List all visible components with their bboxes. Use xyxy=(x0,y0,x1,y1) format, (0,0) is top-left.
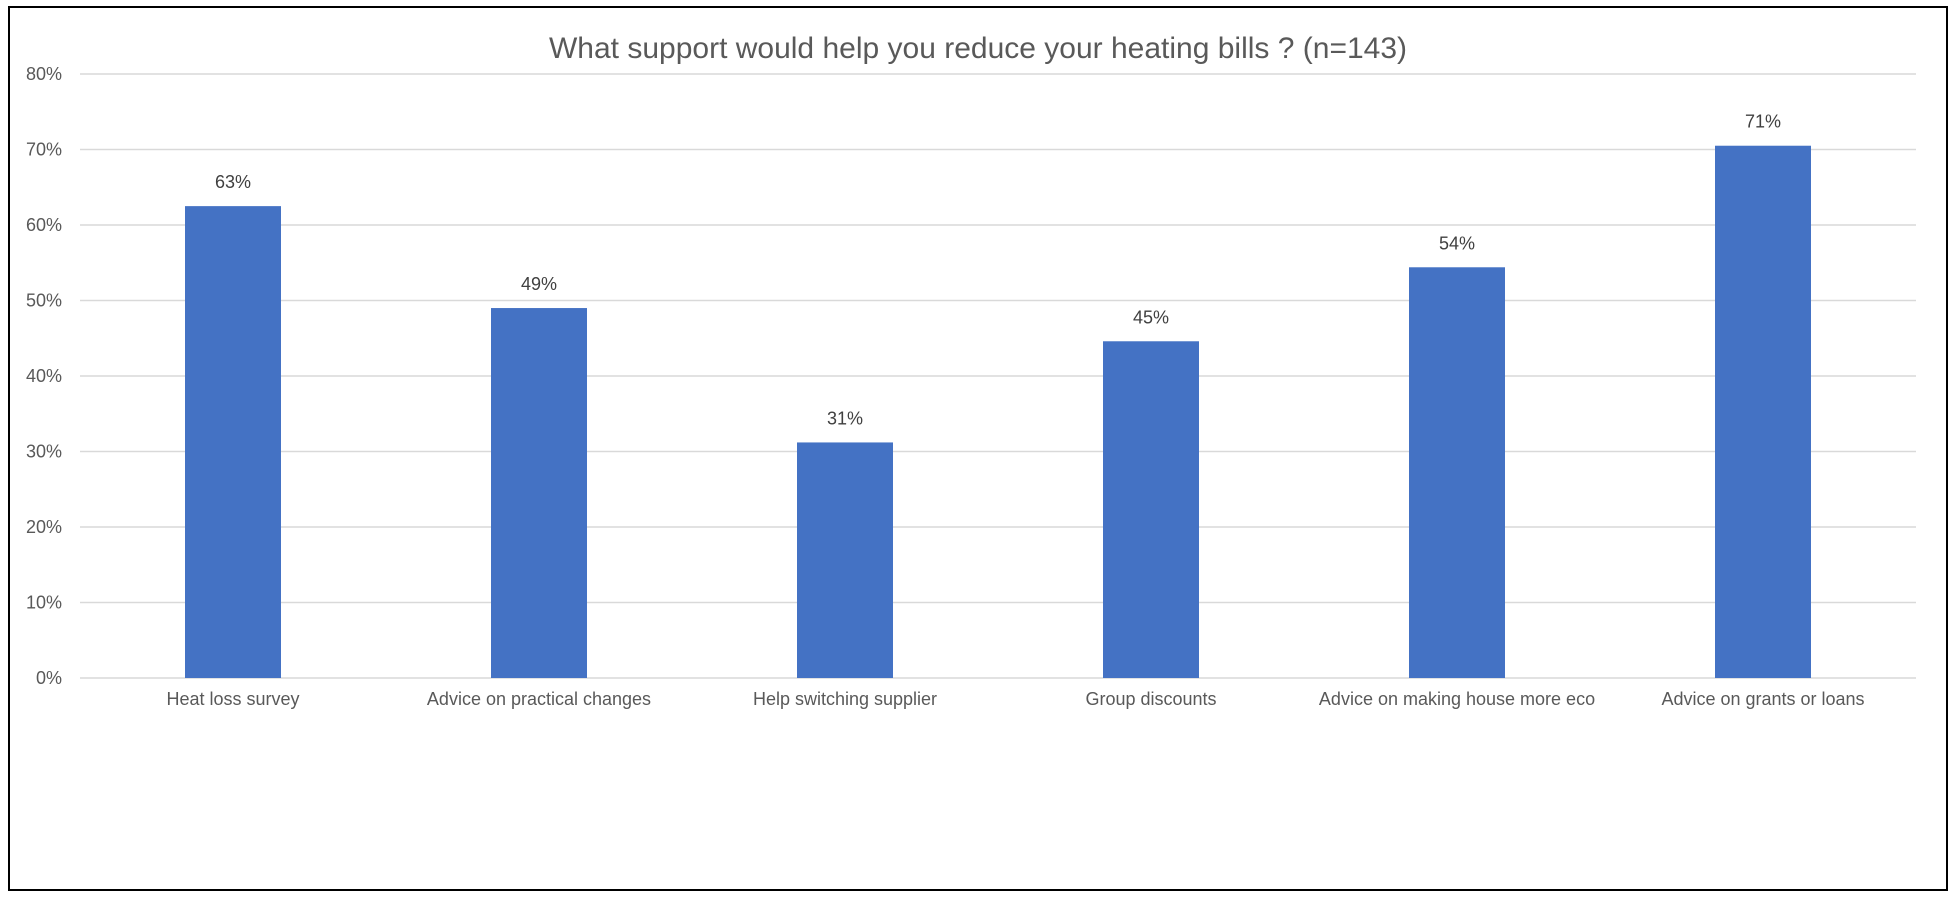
data-label: 45% xyxy=(1133,307,1169,327)
chart-frame: What support would help you reduce your … xyxy=(8,6,1948,891)
bar-chart: 0% 10% 20% 30% 40% 50% 60% 70% 80% 63% 49% 31% 45% 5… xyxy=(26,64,1916,709)
data-label: 49% xyxy=(521,274,557,294)
y-tick-label: 40% xyxy=(26,366,62,386)
category-label: Heat loss survey xyxy=(166,689,299,709)
data-label: 63% xyxy=(215,172,251,192)
y-tick-label: 10% xyxy=(26,593,62,613)
bar xyxy=(797,442,893,678)
bars xyxy=(185,145,1811,679)
y-axis-ticks: 0% 10% 20% 30% 40% 50% 60% 70% 80% xyxy=(26,64,62,688)
category-label: Advice on grants or loans xyxy=(1661,689,1864,709)
bar xyxy=(1715,145,1811,679)
gridlines xyxy=(80,73,1916,679)
x-axis-categories: Heat loss survey Advice on practical chan… xyxy=(166,689,1864,709)
category-label: Help switching supplier xyxy=(753,689,937,709)
bar xyxy=(185,206,281,678)
data-labels: 63% 49% 31% 45% 54% 71% xyxy=(215,112,1781,429)
data-label: 54% xyxy=(1439,233,1475,253)
data-label: 71% xyxy=(1745,112,1781,132)
y-tick-label: 80% xyxy=(26,64,62,84)
y-tick-label: 60% xyxy=(26,215,62,235)
category-label: Advice on practical changes xyxy=(427,689,651,709)
data-label: 31% xyxy=(827,408,863,428)
category-label: Advice on making house more eco xyxy=(1319,689,1595,709)
chart-title: What support would help you reduce your … xyxy=(548,32,1408,65)
bar xyxy=(491,308,587,678)
y-tick-label: 0% xyxy=(36,668,62,688)
category-label: Group discounts xyxy=(1085,689,1216,709)
bar xyxy=(1409,267,1505,678)
y-tick-label: 70% xyxy=(26,140,62,160)
y-tick-label: 30% xyxy=(26,442,62,462)
bar xyxy=(1103,341,1199,678)
y-tick-label: 20% xyxy=(26,517,62,537)
y-tick-label: 50% xyxy=(26,291,62,311)
